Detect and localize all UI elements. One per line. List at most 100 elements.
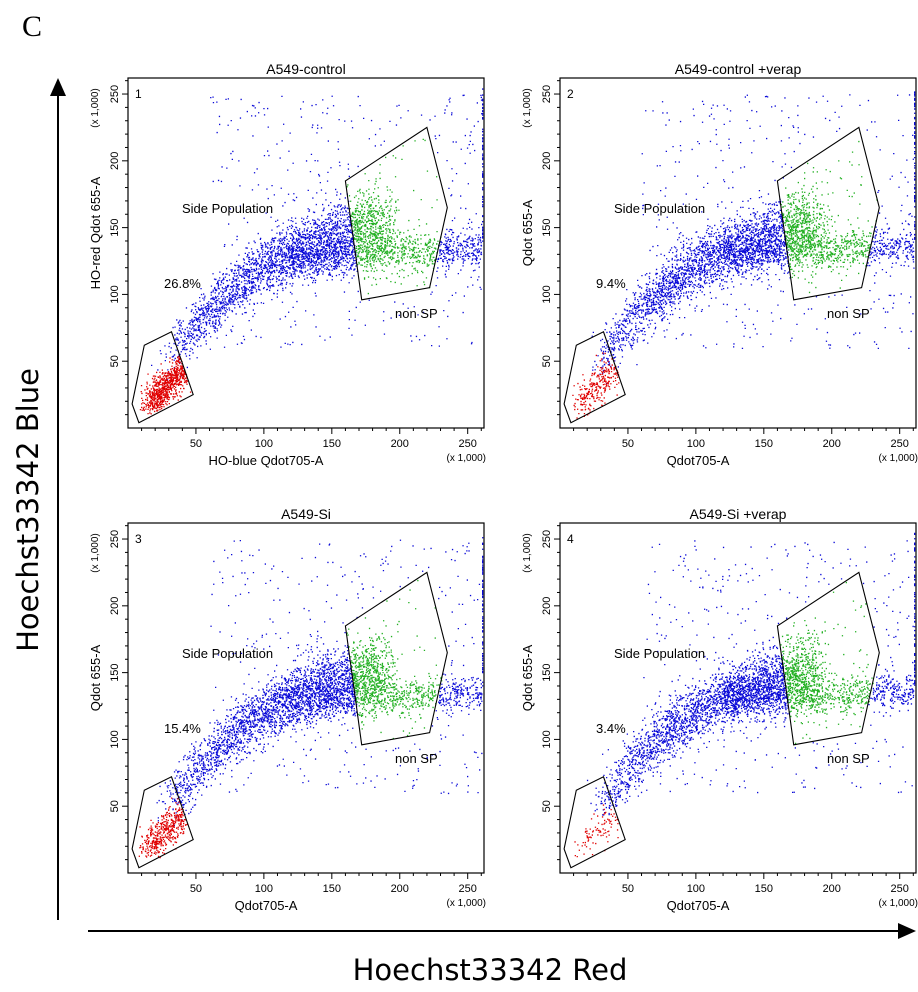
x-scale-label: (x 1,000) bbox=[879, 453, 918, 464]
side-population-label: Side Population bbox=[182, 201, 273, 216]
x-scale-label: (x 1,000) bbox=[447, 453, 486, 464]
scatter-panel-2: 50 100 150 200 250 50 100 150 200 250 (x 1,000) (x … bbox=[520, 61, 918, 468]
green-gated-events bbox=[780, 581, 874, 744]
dot-cloud bbox=[139, 88, 484, 419]
red-side-population-events bbox=[139, 355, 192, 419]
x-tick-label: 150 bbox=[755, 883, 773, 895]
y-tick-label: 100 bbox=[109, 730, 121, 748]
side-population-gate bbox=[131, 776, 194, 869]
blue-events bbox=[586, 532, 916, 816]
x-tick-label: 100 bbox=[687, 438, 705, 450]
y-tick-label: 100 bbox=[541, 730, 553, 748]
plot-frame bbox=[127, 522, 485, 874]
x-axis-label: Qdot705-A bbox=[235, 898, 298, 913]
side-population-label: Side Population bbox=[182, 646, 273, 661]
panel-number: 2 bbox=[567, 87, 574, 101]
x-tick-label: 250 bbox=[459, 883, 477, 895]
non-sp-label: non SP bbox=[395, 751, 438, 766]
x-axis-label: Qdot705-A bbox=[667, 898, 730, 913]
side-population-percent: 9.4% bbox=[596, 276, 626, 291]
red-side-population-events bbox=[572, 352, 620, 419]
x-axis-label: Qdot705-A bbox=[667, 453, 730, 468]
scatter-panel-3: 50 100 150 200 250 50 100 150 200 250 (x 1,000) (x … bbox=[88, 506, 486, 913]
non-sp-label: non SP bbox=[827, 751, 870, 766]
x-tick-label: 250 bbox=[891, 883, 909, 895]
side-population-percent: 3.4% bbox=[596, 721, 626, 736]
panel-number: 3 bbox=[135, 532, 142, 546]
side-population-percent: 15.4% bbox=[164, 721, 201, 736]
y-scale-label: (x 1,000) bbox=[522, 88, 533, 127]
non-sp-gate bbox=[344, 126, 448, 301]
y-scale-label: (x 1,000) bbox=[90, 88, 101, 127]
dot-cloud bbox=[574, 532, 916, 858]
x-tick-label: 100 bbox=[687, 883, 705, 895]
y-tick-label: 250 bbox=[541, 530, 553, 548]
x-axis-label: HO-blue Qdot705-A bbox=[209, 453, 324, 468]
side-population-label: Side Population bbox=[614, 646, 705, 661]
y-axis-label: Qdot 655-A bbox=[520, 644, 535, 711]
side-population-gate bbox=[563, 331, 626, 424]
x-tick-label: 100 bbox=[255, 883, 273, 895]
y-axis-label: Qdot 655-A bbox=[520, 199, 535, 266]
y-tick-label: 50 bbox=[109, 355, 121, 367]
red-side-population-events bbox=[138, 797, 188, 859]
axis-ticks bbox=[122, 525, 482, 879]
y-scale-label: (x 1,000) bbox=[522, 533, 533, 572]
side-population-gate bbox=[131, 331, 194, 424]
x-scale-label: (x 1,000) bbox=[447, 898, 486, 909]
panel-title: A549-Si bbox=[281, 506, 331, 522]
y-tick-label: 50 bbox=[109, 800, 121, 812]
y-axis-label: HO-red Qdot 655-A bbox=[88, 176, 103, 289]
non-sp-gate bbox=[776, 126, 880, 301]
y-tick-label: 100 bbox=[109, 285, 121, 303]
x-tick-label: 100 bbox=[255, 438, 273, 450]
x-tick-label: 50 bbox=[190, 883, 202, 895]
y-tick-label: 150 bbox=[541, 218, 553, 236]
panel-title: A549-control bbox=[266, 61, 345, 77]
y-tick-label: 200 bbox=[109, 152, 121, 170]
dot-cloud bbox=[138, 537, 484, 859]
non-sp-label: non SP bbox=[395, 306, 438, 321]
x-tick-label: 200 bbox=[823, 883, 841, 895]
y-tick-label: 50 bbox=[541, 355, 553, 367]
y-tick-label: 200 bbox=[109, 597, 121, 615]
x-scale-label: (x 1,000) bbox=[879, 898, 918, 909]
x-tick-label: 250 bbox=[459, 438, 477, 450]
blue-events bbox=[591, 91, 916, 385]
y-tick-label: 200 bbox=[541, 152, 553, 170]
x-tick-label: 150 bbox=[755, 438, 773, 450]
non-sp-gate bbox=[776, 571, 880, 746]
green-gated-events bbox=[780, 140, 878, 294]
green-gated-events bbox=[346, 138, 442, 295]
blue-events bbox=[156, 537, 484, 826]
panel-number: 4 bbox=[567, 532, 574, 546]
y-axis-label: Qdot 655-A bbox=[88, 644, 103, 711]
y-tick-label: 150 bbox=[541, 663, 553, 681]
y-tick-label: 250 bbox=[109, 85, 121, 103]
panel-number: 1 bbox=[135, 87, 142, 101]
axis-ticks bbox=[122, 80, 482, 434]
scatter-panel-1: 50 100 150 200 250 50 100 150 200 250 (x 1,000) (x … bbox=[88, 61, 486, 468]
scatter-panel-4: 50 100 150 200 250 50 100 150 200 250 (x 1,000) (x … bbox=[520, 506, 918, 913]
x-tick-label: 200 bbox=[823, 438, 841, 450]
y-tick-label: 150 bbox=[109, 218, 121, 236]
panel-title: A549-control +verap bbox=[675, 61, 802, 77]
x-tick-label: 50 bbox=[622, 883, 634, 895]
y-tick-label: 50 bbox=[541, 800, 553, 812]
figure-x-axis-title: Hoechst33342 Red bbox=[353, 953, 628, 987]
y-tick-label: 250 bbox=[109, 530, 121, 548]
x-tick-label: 150 bbox=[323, 438, 341, 450]
y-tick-label: 250 bbox=[541, 85, 553, 103]
x-tick-label: 250 bbox=[891, 438, 909, 450]
y-tick-label: 200 bbox=[541, 597, 553, 615]
side-population-gate bbox=[563, 776, 626, 869]
x-tick-label: 50 bbox=[190, 438, 202, 450]
panel-title: A549-Si +verap bbox=[690, 506, 787, 522]
non-sp-label: non SP bbox=[827, 306, 870, 321]
non-sp-gate bbox=[344, 571, 448, 746]
side-population-percent: 26.8% bbox=[164, 276, 201, 291]
figure-y-axis-title: Hoechst33342 Blue bbox=[11, 368, 45, 652]
dot-cloud bbox=[572, 91, 916, 419]
x-tick-label: 200 bbox=[391, 438, 409, 450]
